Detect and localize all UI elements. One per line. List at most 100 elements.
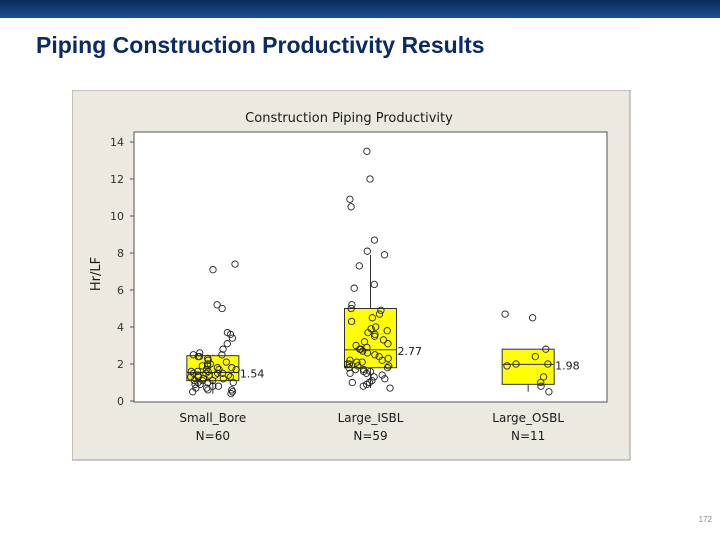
data-point	[348, 378, 356, 387]
median-label: 1.54	[240, 368, 264, 381]
data-point	[196, 349, 204, 357]
data-point	[223, 340, 231, 348]
data-point	[371, 330, 379, 339]
data-point	[365, 378, 374, 387]
box-group-large-osbl: 1.98	[501, 310, 580, 396]
data-point	[189, 351, 197, 359]
data-point	[345, 364, 353, 372]
data-point	[359, 365, 368, 374]
data-point	[343, 360, 352, 368]
data-point	[383, 327, 391, 335]
y-tick-label: 14	[110, 136, 124, 149]
data-point	[213, 369, 222, 377]
iqr-box	[344, 308, 397, 369]
data-point	[383, 364, 392, 372]
data-point	[202, 369, 210, 377]
data-point	[539, 373, 548, 381]
data-point	[222, 358, 230, 366]
x-count-label: N=60	[196, 429, 230, 443]
data-point	[359, 367, 368, 376]
data-point	[367, 325, 375, 333]
x-count-label: N=11	[511, 429, 545, 443]
y-tick-label: 8	[117, 247, 124, 260]
data-point	[209, 266, 217, 274]
data-point	[228, 364, 236, 372]
data-point	[232, 365, 240, 374]
median-label: 1.98	[555, 359, 580, 372]
data-point	[386, 384, 394, 392]
data-point	[204, 378, 212, 387]
data-point	[196, 380, 204, 389]
data-point	[358, 358, 366, 366]
iqr-box	[501, 348, 555, 385]
data-point	[352, 341, 360, 350]
boxplot-chart: Construction Piping Productivity Hr/LF 0…	[72, 90, 631, 461]
data-point	[228, 386, 236, 394]
data-point	[384, 354, 392, 363]
data-point	[353, 358, 361, 366]
data-point	[378, 371, 386, 379]
x-tick-label: Large_OSBL	[492, 411, 564, 425]
data-point	[371, 351, 379, 359]
data-point	[209, 382, 217, 390]
data-point	[345, 360, 354, 368]
data-point	[231, 260, 239, 268]
box-group-large-isbl: 2.77	[343, 147, 423, 392]
data-point	[347, 304, 355, 313]
data-point	[355, 262, 363, 270]
data-point	[363, 147, 371, 155]
data-point	[213, 301, 221, 309]
median-label: 2.77	[398, 345, 423, 358]
x-tick-label: Small_Bore	[179, 411, 246, 425]
data-point	[368, 314, 376, 322]
data-point	[351, 365, 360, 374]
y-tick-label: 0	[117, 395, 124, 408]
data-point	[377, 306, 385, 314]
chart-title: Construction Piping Productivity	[245, 111, 453, 126]
data-point	[360, 338, 369, 346]
data-point	[189, 369, 198, 377]
data-point	[346, 369, 354, 377]
y-tick-label: 4	[117, 321, 124, 334]
data-point	[187, 367, 195, 376]
data-point	[194, 371, 202, 379]
header-bar	[0, 0, 720, 18]
data-point	[372, 323, 380, 331]
data-point	[198, 362, 206, 370]
data-point	[215, 365, 223, 374]
data-point	[384, 340, 392, 348]
data-point	[218, 304, 226, 313]
data-point	[512, 360, 520, 368]
data-point	[202, 365, 211, 374]
data-point	[359, 382, 367, 390]
data-point	[346, 195, 354, 203]
data-point	[528, 314, 537, 322]
data-point	[366, 175, 374, 183]
y-tick-label: 2	[117, 358, 124, 371]
data-point	[218, 351, 226, 359]
data-point	[214, 382, 223, 390]
data-point	[347, 203, 355, 211]
data-point	[544, 360, 552, 368]
data-point	[194, 352, 202, 361]
data-point	[385, 362, 393, 370]
x-count-label: N=59	[353, 429, 387, 443]
y-tick-label: 6	[117, 284, 124, 297]
data-point	[194, 378, 202, 387]
data-point	[381, 375, 389, 383]
data-point	[223, 328, 232, 337]
data-point	[219, 375, 227, 383]
data-point	[347, 317, 356, 326]
data-point	[375, 310, 384, 318]
data-point	[375, 352, 383, 361]
data-point	[211, 371, 219, 379]
data-point	[227, 389, 235, 398]
data-point	[370, 236, 379, 244]
data-point	[368, 376, 376, 385]
data-point	[204, 354, 212, 363]
data-point	[229, 378, 237, 387]
data-point	[503, 362, 511, 370]
x-axis: Small_Bore N=60 Large_ISBL N=59 Large_OSBL N=…	[179, 411, 564, 443]
data-point	[531, 352, 539, 361]
data-point	[348, 301, 356, 309]
